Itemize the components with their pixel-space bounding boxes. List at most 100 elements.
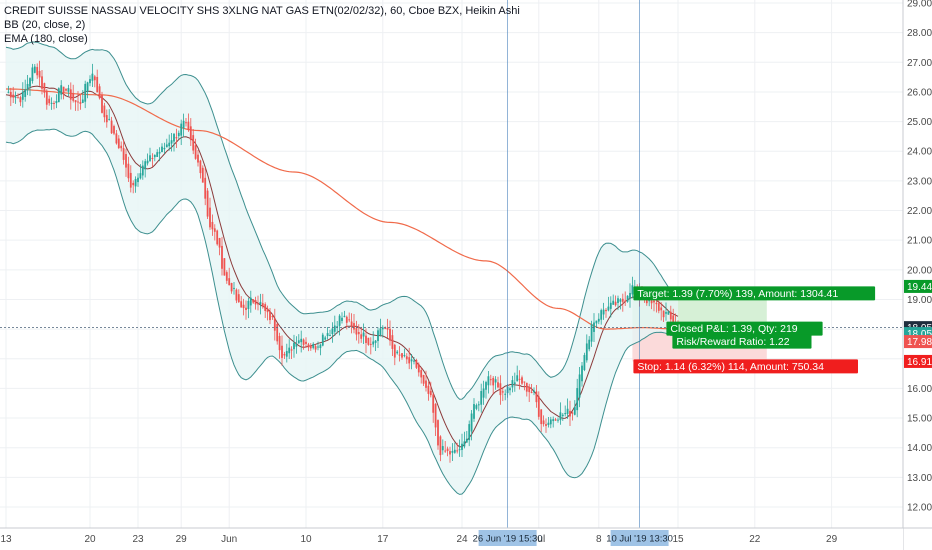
candle-body xyxy=(619,299,622,302)
candle xyxy=(151,153,154,167)
candle-body xyxy=(521,377,523,384)
candle xyxy=(281,335,283,366)
price-badge-text: 18.05 xyxy=(907,329,932,340)
candle xyxy=(21,82,24,108)
time-tick-label: Jul xyxy=(532,534,545,545)
candle-body xyxy=(552,419,555,422)
candle xyxy=(629,283,631,308)
candle xyxy=(113,124,115,136)
candle-body xyxy=(93,76,96,81)
candle xyxy=(415,358,418,369)
price-axis: 29.00 28.00 27.00 26.00 25.00 24.00 23.00 22.00… xyxy=(902,0,932,550)
legend-bb: BB (20, close, 2) xyxy=(4,19,86,31)
candle-body xyxy=(50,102,53,104)
candle xyxy=(293,334,295,358)
candle-body xyxy=(657,303,660,311)
candle xyxy=(516,365,519,382)
candle-body xyxy=(132,182,135,186)
candle xyxy=(597,313,600,325)
candle xyxy=(122,139,125,165)
candle-body xyxy=(326,333,329,337)
candle xyxy=(273,308,276,341)
candle-body xyxy=(425,380,427,388)
candle xyxy=(67,84,70,97)
candle-body xyxy=(175,137,178,139)
candle-body xyxy=(237,294,240,303)
candle-body xyxy=(65,89,67,91)
candle-body xyxy=(86,82,89,92)
candle xyxy=(573,400,576,416)
candle xyxy=(410,354,413,370)
candle-body xyxy=(127,163,130,179)
candle-body xyxy=(480,391,483,405)
candle xyxy=(557,417,559,423)
candle-body xyxy=(573,407,576,415)
candle-body xyxy=(192,135,195,151)
candle-body xyxy=(581,365,583,382)
candle xyxy=(434,403,437,436)
price-badge: 17.98 xyxy=(904,335,932,349)
candle xyxy=(127,156,130,182)
time-badge-text: 26 Jun '19 15:30 xyxy=(473,534,543,545)
candle-body xyxy=(153,154,156,158)
time-tick-label: 17 xyxy=(377,534,389,545)
candle xyxy=(564,405,567,417)
candle xyxy=(485,380,487,399)
candle-body xyxy=(216,230,219,245)
risk-reward-label-bg xyxy=(672,334,812,349)
candle xyxy=(429,381,432,398)
candle-body xyxy=(240,301,243,308)
candle-body xyxy=(389,328,391,341)
price-tick-label: 26.00 xyxy=(907,87,932,98)
price-tick-label: 16.00 xyxy=(907,384,932,395)
candle xyxy=(149,147,151,163)
candle-body xyxy=(554,419,557,421)
candle xyxy=(453,442,456,454)
candle-body xyxy=(545,424,547,426)
candle xyxy=(9,87,12,107)
candle-body xyxy=(439,436,442,456)
candle-body xyxy=(365,335,367,343)
price-tick-label: 13.00 xyxy=(907,473,932,484)
candle-body xyxy=(350,321,353,326)
candle xyxy=(175,128,178,149)
candle-body xyxy=(475,405,478,409)
candle xyxy=(463,431,466,449)
candle-body xyxy=(669,311,672,320)
candle xyxy=(477,401,480,412)
candle xyxy=(465,430,468,443)
candle xyxy=(338,314,341,336)
candle xyxy=(201,165,204,183)
bb-upper-line xyxy=(5,41,679,400)
candle xyxy=(324,335,327,341)
price-badge-text: 19.44 xyxy=(907,282,932,293)
candle xyxy=(105,109,108,128)
candle xyxy=(333,315,336,336)
candle xyxy=(427,381,430,401)
candle xyxy=(185,117,187,127)
candle xyxy=(461,433,463,457)
candle-body xyxy=(612,300,615,305)
risk-reward-label: Risk/Reward Ratio: 1.22 xyxy=(672,334,812,349)
candle xyxy=(141,160,144,180)
candle-body xyxy=(667,311,670,315)
candle xyxy=(362,323,365,345)
candle-body xyxy=(225,272,228,281)
candle xyxy=(26,75,29,96)
candle-body xyxy=(228,278,231,286)
candle-body xyxy=(269,311,271,321)
candle xyxy=(199,159,202,179)
candle-body xyxy=(29,78,31,87)
candle-body xyxy=(182,120,185,129)
candle xyxy=(50,97,53,110)
candle-body xyxy=(218,238,221,248)
candle-body xyxy=(607,306,610,311)
candle-body xyxy=(230,283,233,292)
time-axis: 13 20 23 29 Jun 10 17 24 Jul 8 15 22 29 26 Jun '19 15… xyxy=(0,527,932,550)
candle xyxy=(45,89,48,110)
candle-body xyxy=(429,390,432,396)
price-tick-label: 21.00 xyxy=(907,236,932,247)
candle-body xyxy=(278,336,281,351)
candle xyxy=(504,389,507,401)
